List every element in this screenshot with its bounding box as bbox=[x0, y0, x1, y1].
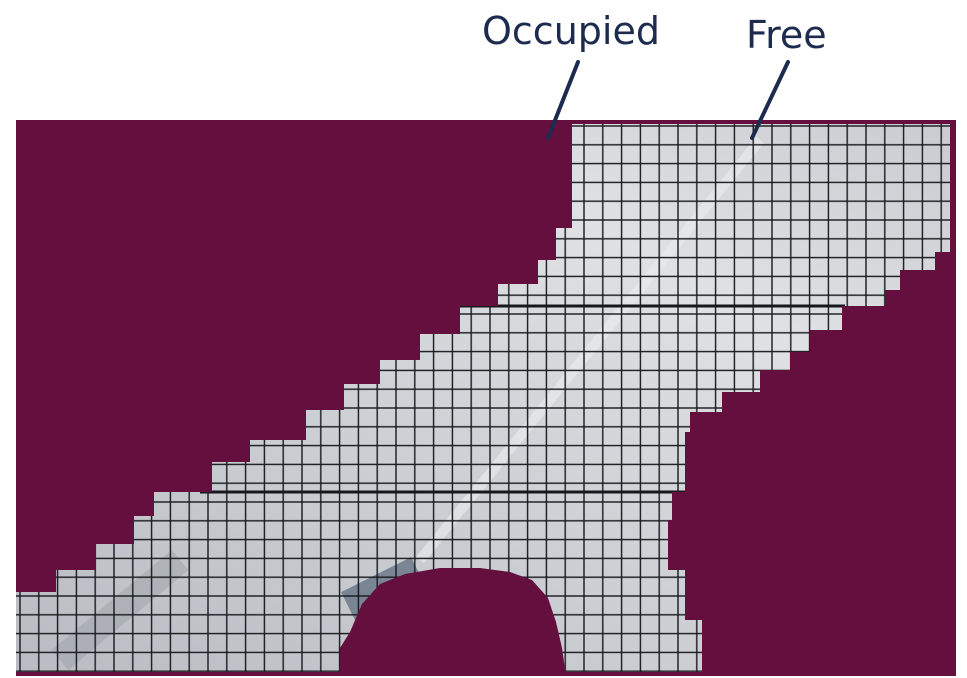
occupied-label: Occupied bbox=[482, 9, 660, 53]
occupied-pointer-line bbox=[546, 60, 580, 140]
occupied-arch bbox=[340, 568, 566, 676]
free-label: Free bbox=[746, 13, 827, 57]
free-pointer-line bbox=[750, 60, 790, 140]
